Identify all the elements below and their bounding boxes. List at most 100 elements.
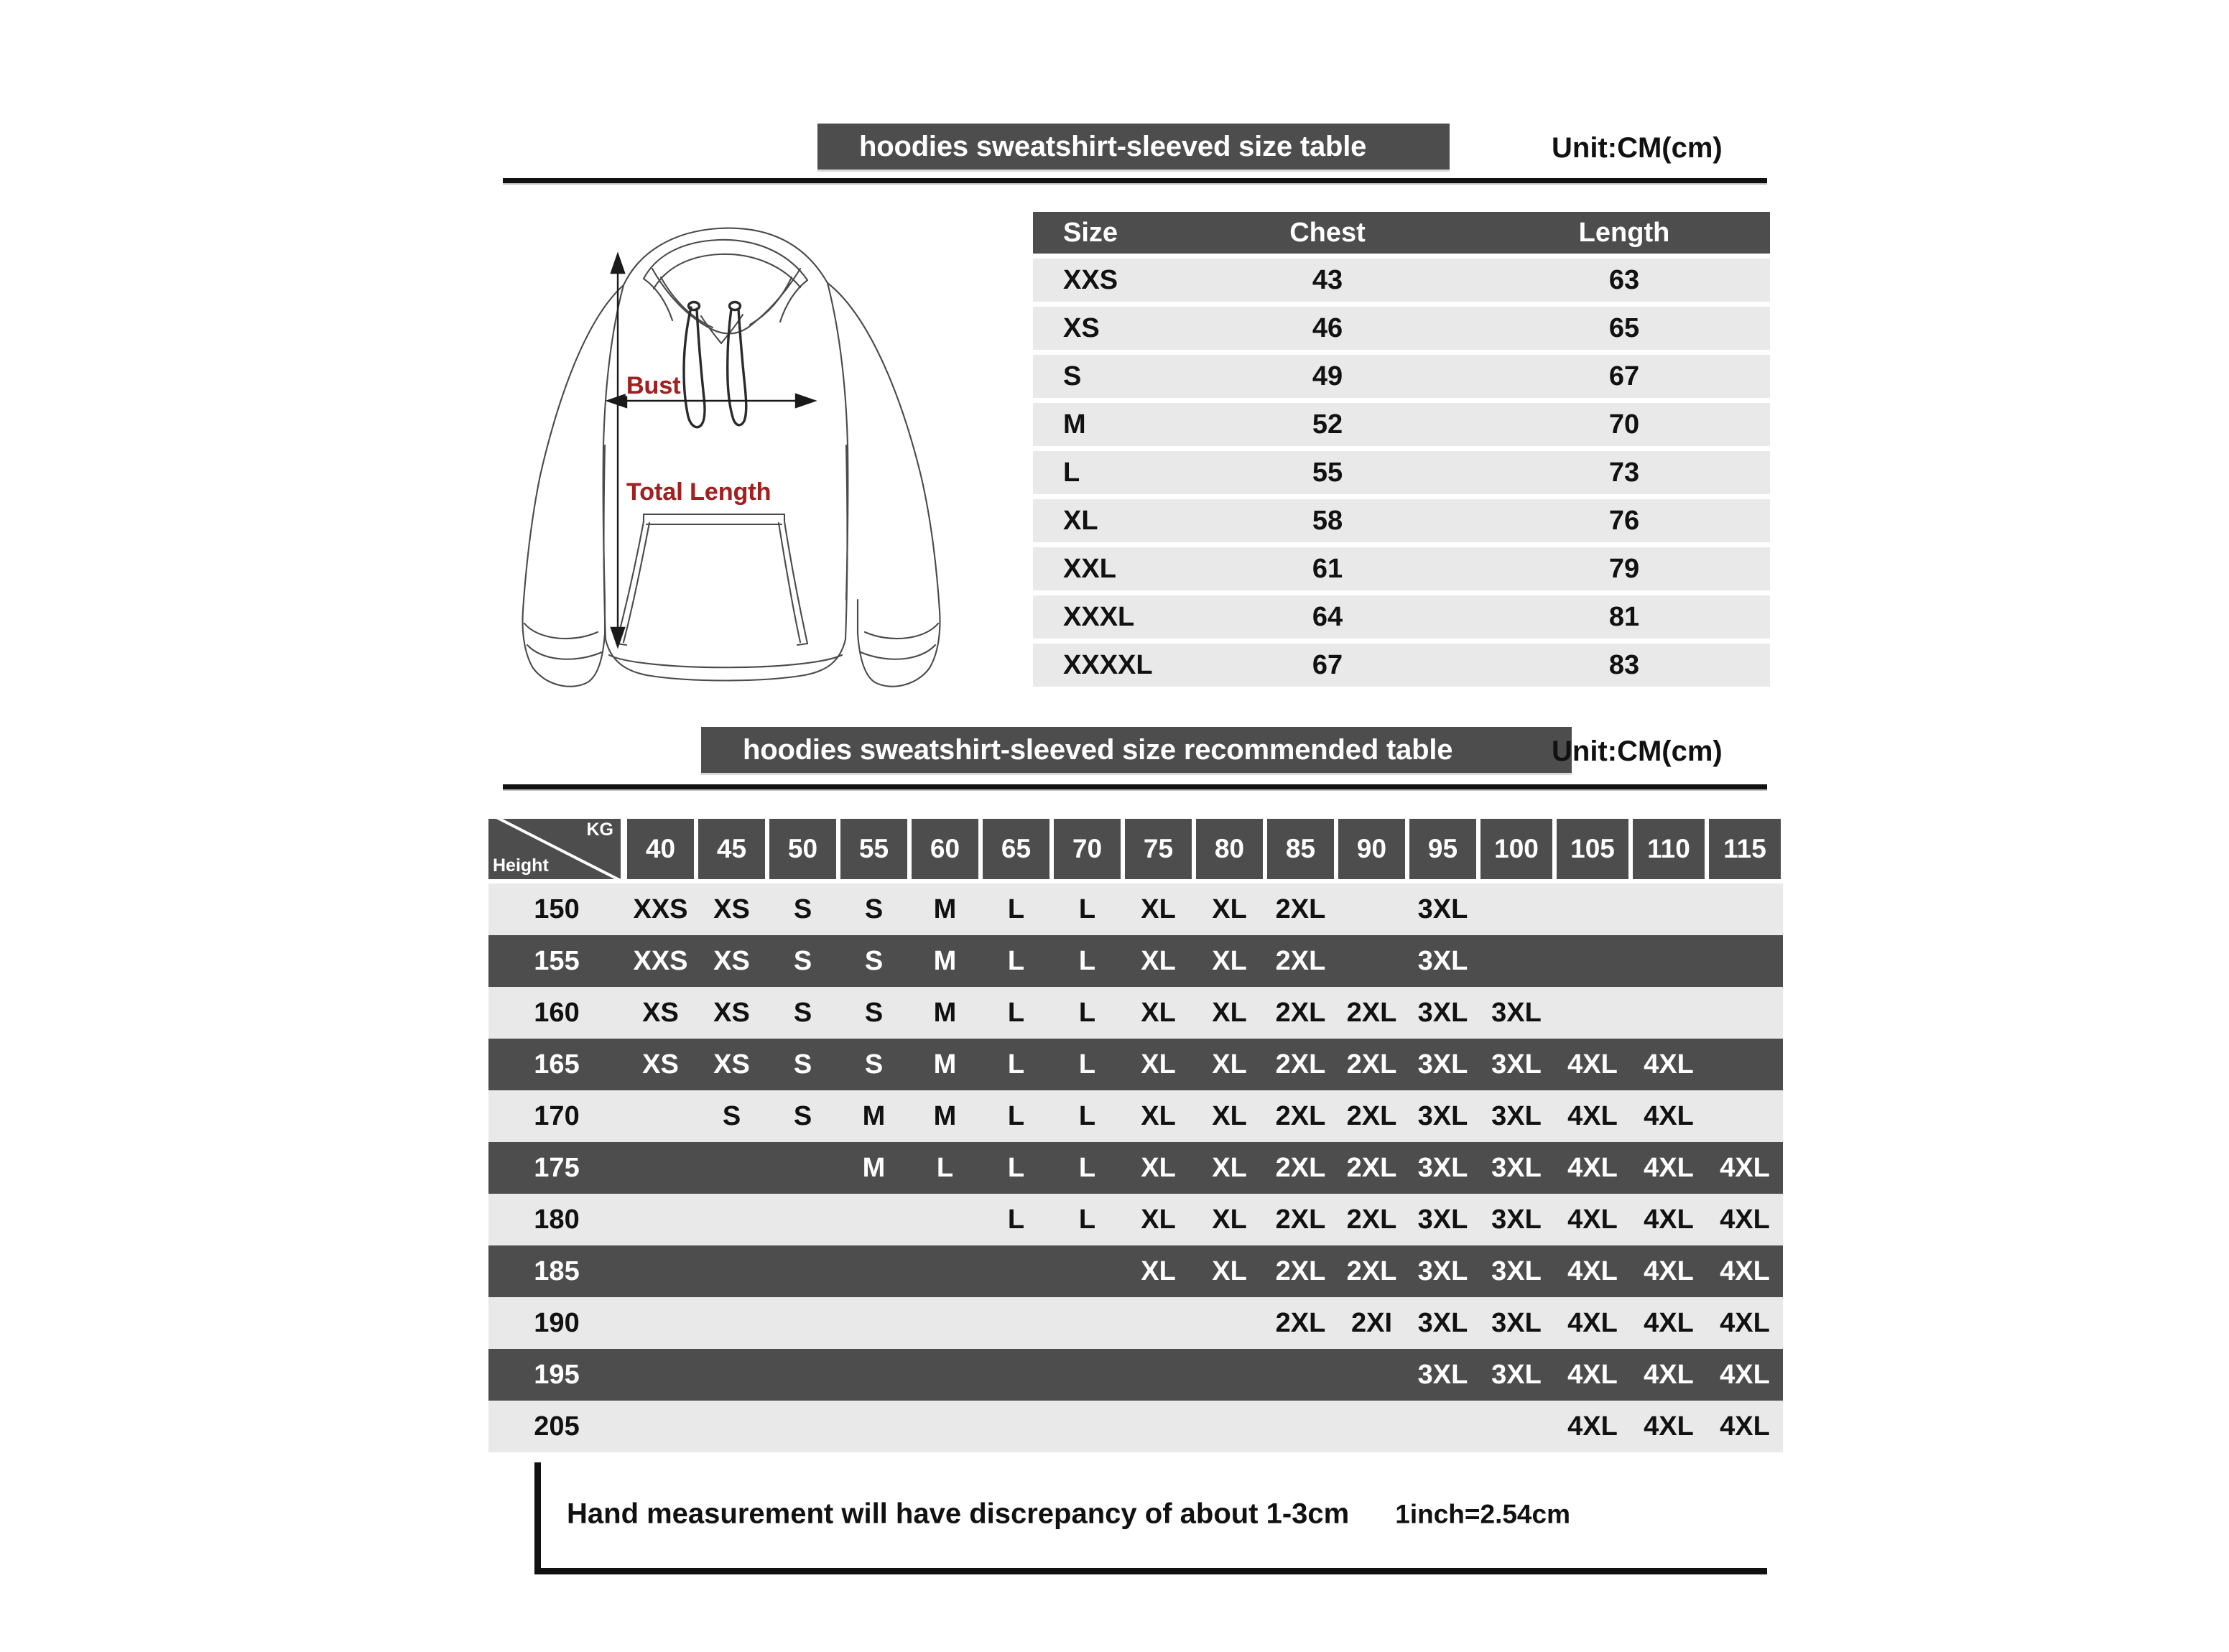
size-recommendation-cell: S: [838, 935, 909, 987]
size-recommendation-cell: [1052, 1297, 1123, 1349]
size-recommendation-cell: 4XL: [1554, 1245, 1631, 1297]
length-cell: 65: [1478, 307, 1770, 350]
size-recommendation-cell: L: [1052, 1039, 1123, 1090]
chest-cell: 43: [1177, 259, 1478, 302]
size-recommendation-cell: M: [909, 935, 981, 987]
table-row: XXL 61 79: [1033, 547, 1770, 590]
size-recommendation-cell: L: [981, 987, 1052, 1039]
chest-cell: 49: [1177, 355, 1478, 398]
size-recommendation-cell: [909, 1245, 981, 1297]
size-recommendation-cell: [1631, 935, 1707, 987]
size-recommendation-cell: [1194, 1401, 1265, 1452]
weight-chip: 45: [698, 819, 765, 879]
corner-height-label: Height: [493, 855, 549, 876]
length-cell: 70: [1478, 403, 1770, 446]
weight-header-cell: 80: [1194, 815, 1265, 883]
size-recommendation-cell: XL: [1194, 987, 1265, 1039]
recommended-table-title-bar: hoodies sweatshirt-sleeved size recommen…: [701, 727, 1572, 773]
size-recommendation-cell: [1194, 1297, 1265, 1349]
size-recommendation-cell: S: [767, 935, 838, 987]
size-recommendation-cell: [981, 1297, 1052, 1349]
size-recommendation-cell: [909, 1194, 981, 1245]
size-recommendation-cell: L: [981, 935, 1052, 987]
size-recommendation-cell: 2XL: [1336, 1090, 1407, 1142]
size-recommendation-cell: 3XL: [1407, 1090, 1478, 1142]
size-recommendation-cell: 4XL: [1554, 1349, 1631, 1401]
size-recommendation-cell: XS: [625, 1039, 696, 1090]
size-recommendation-cell: M: [909, 1039, 981, 1090]
size-cell: XXL: [1033, 547, 1177, 590]
chest-cell: 58: [1177, 499, 1478, 542]
recommended-size-table: KG Height 40 45 50 55 60 65 70 75 80 85 90 95 100 105…: [488, 815, 1783, 1452]
weight-header-cell: 40: [625, 815, 696, 883]
table-row: 155 XXS XS S S M L L XL XL 2XL 3XL: [488, 935, 1783, 987]
size-recommendation-cell: 4XL: [1707, 1245, 1783, 1297]
size-recommendation-cell: M: [909, 883, 981, 935]
size-recommendation-cell: [625, 1297, 696, 1349]
size-recommendation-cell: XL: [1194, 935, 1265, 987]
table-row: XXS 43 63: [1033, 259, 1770, 302]
weight-header-cell: 85: [1265, 815, 1336, 883]
size-cell: L: [1033, 451, 1177, 494]
size-recommendation-cell: [625, 1349, 696, 1401]
size-recommendation-cell: [696, 1142, 767, 1194]
size-recommendation-cell: 4XL: [1554, 1142, 1631, 1194]
weight-chip: 115: [1709, 819, 1781, 879]
size-recommendation-cell: [625, 1090, 696, 1142]
size-recommendation-cell: XS: [696, 987, 767, 1039]
size-recommendation-cell: XL: [1194, 1194, 1265, 1245]
size-recommendation-cell: 3XL: [1407, 1194, 1478, 1245]
chest-cell: 61: [1177, 547, 1478, 590]
size-recommendation-cell: [1123, 1297, 1194, 1349]
size-recommendation-cell: L: [981, 883, 1052, 935]
size-recommendation-cell: [767, 1245, 838, 1297]
weight-header-cell: 65: [981, 815, 1052, 883]
table-row: 150 XXS XS S S M L L XL XL 2XL 3XL: [488, 883, 1783, 935]
size-recommendation-cell: [909, 1401, 981, 1452]
table-row: 175 M L L L XL XL 2XL 2XL 3XL 3XL 4XL 4XL 4XL: [488, 1142, 1783, 1194]
size-recommendation-cell: L: [981, 1090, 1052, 1142]
weight-chip: 90: [1338, 819, 1405, 879]
size-recommendation-cell: [1194, 1349, 1265, 1401]
size-recommendation-cell: [1554, 935, 1631, 987]
size-recommendation-cell: 3XL: [1478, 1245, 1554, 1297]
size-recommendation-cell: 3XL: [1478, 987, 1554, 1039]
recommended-table-title: hoodies sweatshirt-sleeved size recommen…: [743, 733, 1453, 766]
size-recommendation-cell: [1554, 987, 1631, 1039]
size-recommendation-cell: M: [909, 987, 981, 1039]
svg-text:Total Length: Total Length: [626, 478, 771, 506]
size-recommendation-cell: 2XL: [1336, 987, 1407, 1039]
size-recommendation-cell: XL: [1123, 1194, 1194, 1245]
size-recommendation-cell: [838, 1245, 909, 1297]
weight-header-cell: 95: [1407, 815, 1478, 883]
weight-chip: 85: [1267, 819, 1334, 879]
size-recommendation-cell: 3XL: [1478, 1090, 1554, 1142]
measurement-discrepancy-note: Hand measurement will have discrepancy o…: [567, 1497, 1350, 1529]
length-cell: 83: [1478, 644, 1770, 687]
length-cell: 63: [1478, 259, 1770, 302]
size-recommendation-cell: 2XL: [1336, 1039, 1407, 1090]
height-cell: 185: [488, 1245, 625, 1297]
weight-chip: 55: [840, 819, 907, 879]
size-recommendation-cell: XL: [1123, 883, 1194, 935]
size-recommendation-cell: 2XL: [1265, 1297, 1336, 1349]
size-recommendation-cell: 3XL: [1407, 1297, 1478, 1349]
weight-chip: 100: [1480, 819, 1552, 879]
size-recommendation-cell: 4XL: [1707, 1401, 1783, 1452]
size-recommendation-cell: [1265, 1349, 1336, 1401]
size-cell: XXS: [1033, 259, 1177, 302]
size-recommendation-cell: 3XL: [1478, 1194, 1554, 1245]
size-recommendation-cell: S: [838, 1039, 909, 1090]
size-table-col-size: Size: [1033, 212, 1177, 254]
size-recommendation-cell: [625, 1142, 696, 1194]
size-recommendation-cell: [981, 1245, 1052, 1297]
size-recommendation-cell: [767, 1297, 838, 1349]
weight-header-cell: 105: [1554, 815, 1631, 883]
size-recommendation-cell: [625, 1401, 696, 1452]
size-recommendation-cell: [696, 1194, 767, 1245]
size-recommendation-cell: XS: [696, 883, 767, 935]
table-row: 170 S S M M L L XL XL 2XL 2XL 3XL 3XL 4XL 4XL: [488, 1090, 1783, 1142]
size-recommendation-cell: 4XL: [1631, 1090, 1707, 1142]
size-recommendation-cell: [625, 1245, 696, 1297]
weight-header-cell: 55: [838, 815, 909, 883]
